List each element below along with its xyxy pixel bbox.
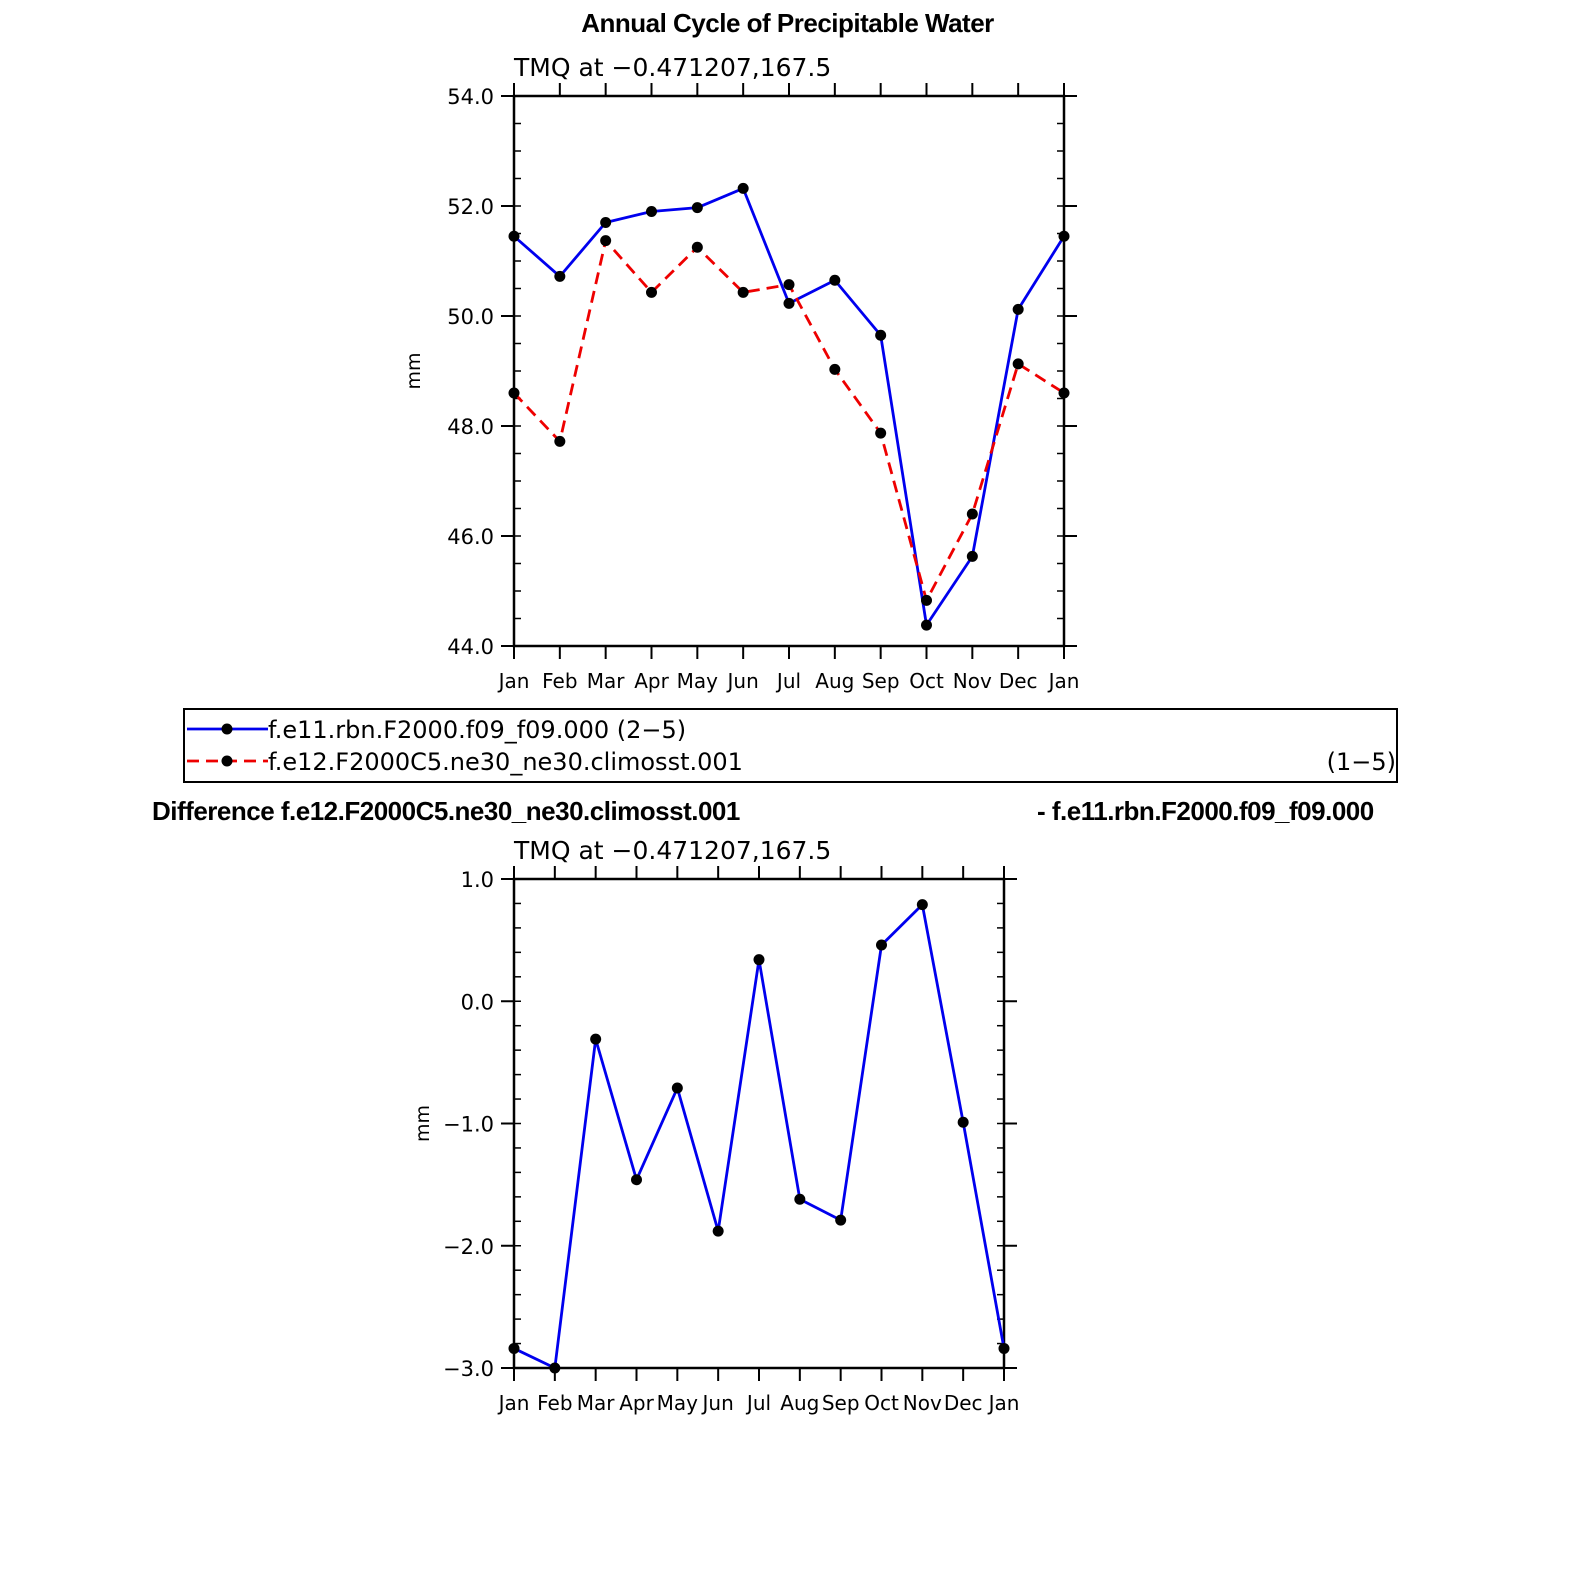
y-axis-label: mm (403, 352, 425, 389)
y-tick-label: 0.0 (461, 990, 494, 1014)
series-1-marker (1012, 358, 1024, 370)
series-0-marker (829, 274, 841, 286)
series-0-marker (875, 329, 887, 341)
series-0-marker (590, 1033, 602, 1045)
precipitable-water-chart: 44.0 46.0 48.0 50.0 52.0 54.0 Jan Feb Mar Apr May J… (403, 53, 1079, 693)
y-tick-label: 46.0 (447, 525, 494, 549)
series-1-marker (875, 427, 887, 439)
series-0-marker (876, 939, 887, 951)
series-0-marker (737, 182, 749, 194)
series-0-marker (600, 217, 612, 228)
y-axis-label: mm (412, 1105, 434, 1142)
x-tick-label: Jun (726, 669, 759, 693)
x-tick-label: Jul (775, 669, 801, 693)
y-tick-label: −1.0 (443, 1113, 494, 1137)
series-0-marker (794, 1193, 806, 1205)
main-title: Annual Cycle of Precipitable Water (581, 8, 994, 38)
x-tick-label: Nov (953, 669, 992, 693)
series-0-marker (916, 899, 928, 911)
x-tick-label: Oct (864, 1391, 899, 1415)
x-tick-label: Mar (577, 1391, 616, 1415)
y-tick-label: 52.0 (447, 195, 494, 219)
series-1-marker (508, 387, 520, 399)
series-0-marker (1012, 303, 1024, 315)
series-1-marker (554, 435, 566, 447)
plot-frame (512, 94, 1066, 648)
x-tick-label: May (657, 1391, 699, 1415)
series-0-marker (549, 1362, 561, 1374)
x-tick-label: Jan (1047, 669, 1080, 693)
series-1-marker (966, 508, 978, 520)
difference-title-left: Difference f.e12.F2000C5.ne30_ne30.climo… (152, 796, 740, 826)
x-tick-label: Dec (999, 669, 1038, 693)
x-tick-label: Aug (815, 669, 854, 693)
series-0-marker (554, 270, 566, 282)
series-1-marker (737, 286, 749, 298)
series-0-marker (835, 1214, 847, 1226)
legend-box (183, 708, 1398, 783)
series-1-marker (600, 235, 612, 247)
series-0-marker (631, 1174, 642, 1186)
x-tick-label: Oct (909, 669, 944, 693)
x-tick-label: Mar (587, 669, 626, 693)
y-tick-label: 50.0 (447, 305, 494, 329)
x-tick-label: Sep (862, 669, 900, 693)
series-0-line (513, 903, 1006, 1370)
legend-series-0-label: f.e11.rbn.F2000.f09_f09.000 (2−5) (268, 716, 686, 744)
series-1-marker (783, 279, 795, 291)
series-0-marker (712, 1225, 724, 1237)
series-0-marker (671, 1082, 683, 1094)
x-tick-label: Nov (903, 1391, 942, 1415)
x-tick-label: Jan (497, 1391, 530, 1415)
series-0-marker (646, 206, 657, 217)
x-tick-label: Jan (497, 669, 530, 693)
series-0-marker (1058, 230, 1070, 242)
series-0-marker (957, 1116, 969, 1128)
chart-subtitle: TMQ at −0.471207,167.5 (513, 836, 831, 865)
x-tick-label: Jan (987, 1391, 1020, 1415)
x-tick-label: May (677, 669, 719, 693)
y-tick-label: −3.0 (443, 1357, 494, 1381)
x-tick-label: Feb (537, 1391, 572, 1415)
x-tick-label: Jun (701, 1391, 734, 1415)
x-tick-label: Apr (634, 669, 669, 693)
legend-series-1-marker (221, 755, 233, 767)
series-0-marker (921, 619, 932, 631)
legend-series-0-marker (221, 723, 233, 735)
legend: f.e11.rbn.F2000.f09_f09.000 (2−5) f.e12.F… (183, 708, 1398, 783)
series-0-marker (966, 550, 978, 562)
difference-title-right: - f.e11.rbn.F2000.f09_f09.000 (1037, 796, 1374, 826)
x-tick-label: Sep (822, 1391, 860, 1415)
series-0-line (513, 186, 1066, 627)
series-0-marker (783, 297, 795, 309)
series-1-marker (1058, 387, 1070, 399)
legend-series-1-label: f.e12.F2000C5.ne30_ne30.climosst.001 (268, 748, 743, 776)
y-tick-label: −2.0 (443, 1235, 494, 1259)
series-1-marker (829, 363, 841, 375)
series-1-line (512, 239, 1065, 602)
series-0-marker (508, 230, 520, 242)
y-tick-label: 44.0 (447, 635, 494, 659)
y-tick-label: 48.0 (447, 415, 494, 439)
x-tick-label: Jul (745, 1391, 771, 1415)
y-tick-label: 54.0 (447, 85, 494, 109)
chart-subtitle: TMQ at −0.471207,167.5 (513, 53, 831, 82)
y-tick-label: 1.0 (461, 868, 494, 892)
x-tick-label: Aug (780, 1391, 819, 1415)
difference-chart: −3.0 −2.0 −1.0 0.0 1.0 Jan Feb Mar Apr May Jun Jul A… (412, 836, 1019, 1415)
series-0-marker (998, 1342, 1010, 1354)
series-0-marker (508, 1342, 520, 1354)
series-0-marker (753, 954, 765, 966)
legend-series-1-suffix: (1−5) (1327, 748, 1396, 776)
x-tick-label: Dec (944, 1391, 983, 1415)
x-tick-label: Feb (542, 669, 577, 693)
series-0-marker (691, 202, 703, 214)
x-tick-label: Apr (619, 1391, 654, 1415)
series-1-marker (691, 241, 703, 253)
series-1-marker (921, 594, 932, 606)
series-1-marker (646, 286, 657, 298)
